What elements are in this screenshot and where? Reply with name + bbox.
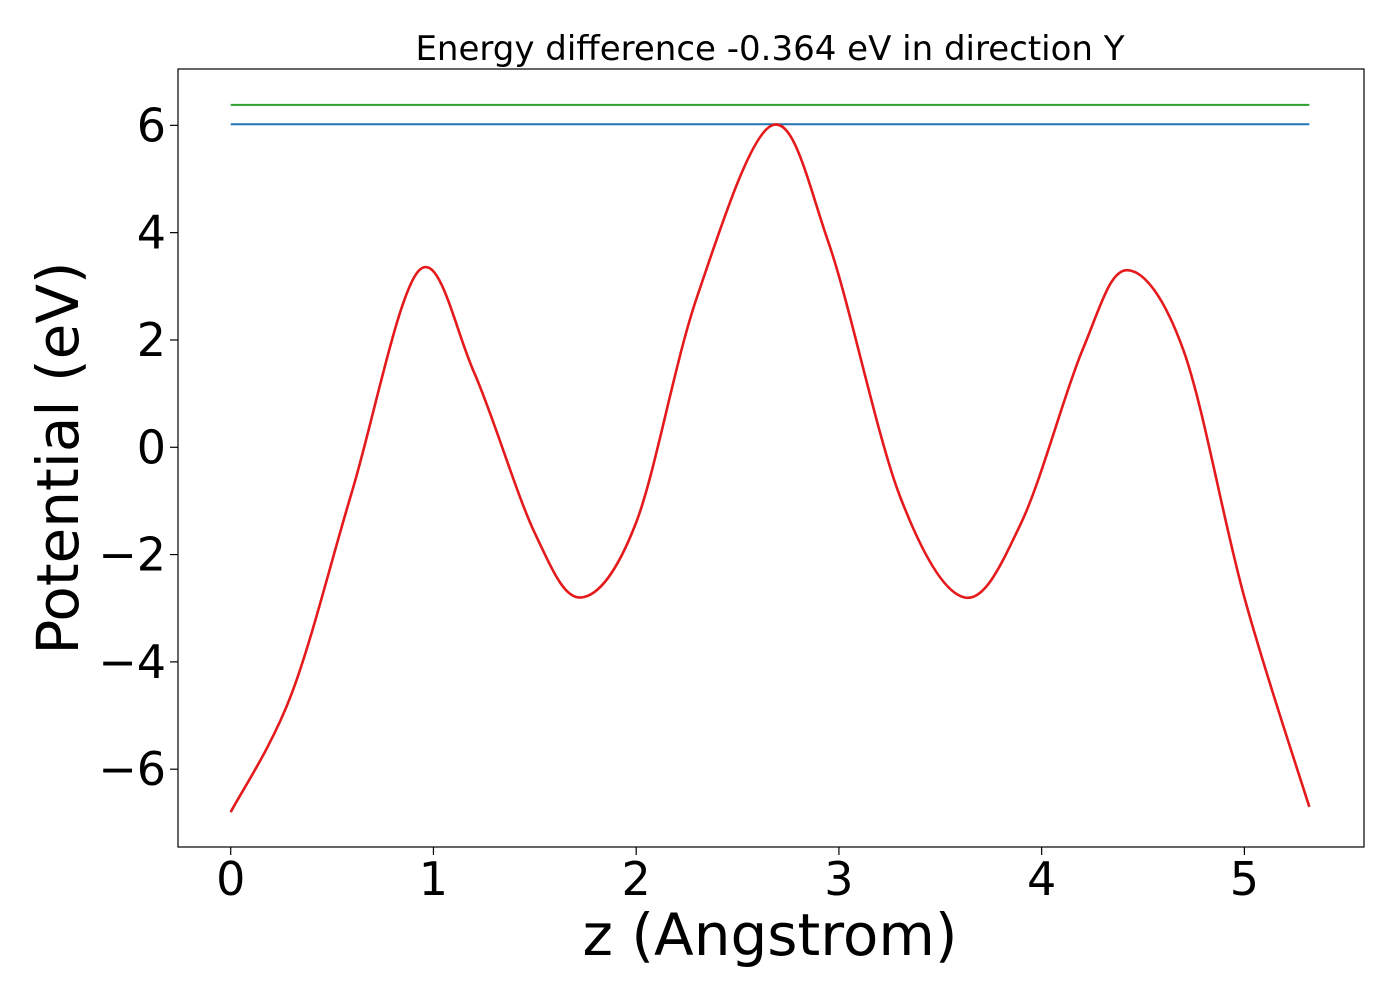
y-tick-label: 2 xyxy=(137,313,166,367)
chart-title: Energy difference -0.364 eV in direction… xyxy=(415,29,1124,69)
x-axis-label: z (Angstrom) xyxy=(583,901,958,969)
y-tick-label: −6 xyxy=(98,742,166,796)
x-tick-label: 1 xyxy=(419,852,448,906)
x-tick-label: 0 xyxy=(216,852,245,906)
series-layer xyxy=(229,103,1311,813)
y-axis-ticks: −6 −4 −2 0 2 4 6 xyxy=(98,98,178,796)
x-tick-label: 5 xyxy=(1230,852,1259,906)
x-tick-label: 4 xyxy=(1027,852,1056,906)
plot-area-frame xyxy=(177,68,1365,848)
y-tick-label: 4 xyxy=(137,206,166,260)
x-axis-ticks: 0 1 2 3 4 5 xyxy=(216,847,1259,906)
y-tick-label: 0 xyxy=(137,420,166,474)
x-tick-label: 2 xyxy=(622,852,651,906)
y-axis-label: Potential (eV) xyxy=(24,261,92,654)
y-tick-label: −4 xyxy=(98,635,166,689)
y-tick-label: −2 xyxy=(98,528,166,582)
series-line-3 xyxy=(229,123,1311,813)
x-tick-label: 3 xyxy=(824,852,853,906)
y-tick-label: 6 xyxy=(137,98,166,152)
